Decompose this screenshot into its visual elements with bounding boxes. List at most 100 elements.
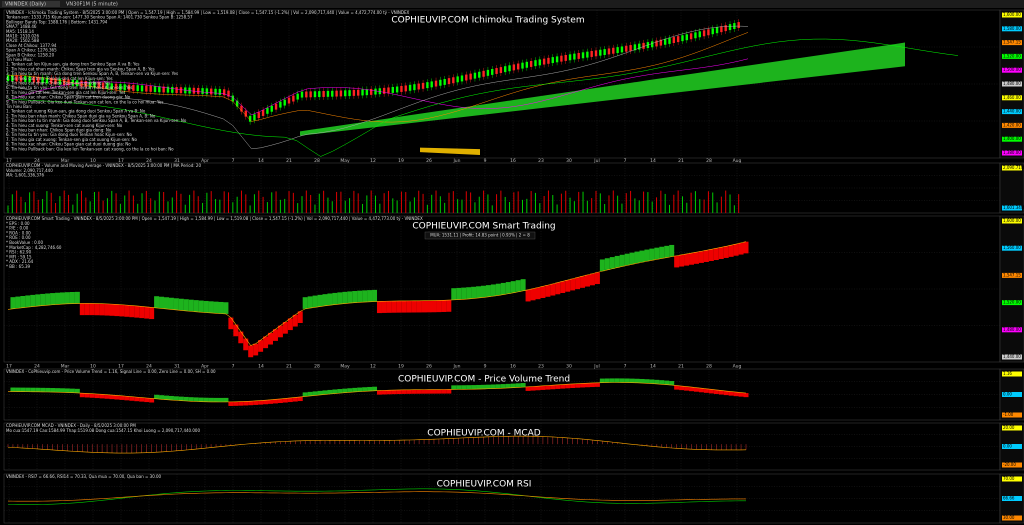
date-label: 10: [90, 364, 96, 370]
candle: [11, 75, 14, 82]
candle: [266, 107, 269, 114]
candle: [6, 75, 10, 82]
price-tag: [1002, 218, 1022, 224]
candle: [391, 87, 394, 93]
candle: [482, 70, 485, 77]
panel-title: COPHIEUVIP.COM - MCAD: [427, 429, 540, 439]
price-tag: [1002, 95, 1022, 101]
candle: [339, 90, 343, 97]
header-line: 6. Tin hieu tu tin yeu: Gia dong tren Te…: [6, 85, 132, 90]
price-label: 1,440.00: [1003, 354, 1021, 359]
candle: [344, 90, 347, 97]
candle: [365, 89, 369, 96]
candle: [573, 53, 576, 60]
price-label: 1,420.00: [1003, 122, 1021, 127]
header-line: MA20: 1502.588: [6, 38, 39, 43]
tab[interactable]: VNINDEX (Daily): [5, 2, 46, 8]
date-label: 17: [6, 364, 12, 370]
candle: [313, 91, 317, 98]
price-label: 30.00: [1003, 515, 1015, 520]
candle: [594, 50, 598, 57]
candle: [166, 86, 170, 93]
date-label: 7: [232, 364, 235, 370]
date-label: 24: [34, 158, 40, 164]
tab-active[interactable]: [2, 1, 60, 7]
candle: [603, 49, 606, 56]
candle: [612, 47, 615, 54]
candle: [516, 63, 520, 70]
candle: [581, 52, 585, 59]
candle: [84, 81, 88, 87]
candle: [547, 57, 550, 64]
indicator-line: [7, 491, 747, 502]
candle: [80, 80, 83, 87]
candle: [478, 71, 481, 78]
panel-title: COPHIEUVIP.COM Smart Trading: [412, 222, 555, 232]
date-label: Apr: [201, 364, 209, 370]
header-line: * ROE : 0.00: [6, 235, 31, 240]
date-label: 21: [678, 364, 684, 370]
price-tag: [1002, 425, 1022, 431]
candle: [32, 76, 36, 83]
date-label: 24: [146, 158, 152, 164]
candle: [97, 82, 100, 89]
date-label: 30: [566, 158, 572, 164]
date-label: Mar: [61, 364, 70, 370]
price-label: 1,460.00: [1003, 95, 1021, 100]
candle: [175, 87, 178, 93]
candle: [50, 77, 53, 84]
header-line: * EPS : 0.00: [6, 221, 30, 226]
candle: [63, 79, 66, 85]
price-tag: [1002, 515, 1022, 521]
candle: [352, 89, 356, 96]
date-label: 12: [370, 364, 376, 370]
candle: [67, 79, 70, 86]
price-label: -20.00: [1003, 462, 1016, 467]
date-label: 7: [624, 158, 627, 164]
price-label: 2,090.71M: [1003, 165, 1024, 170]
candle: [28, 76, 31, 83]
header-line: * BB : 65.39: [6, 264, 31, 269]
candle: [253, 114, 256, 121]
candle: [638, 43, 641, 50]
price-axis: [999, 215, 1024, 363]
candle: [283, 99, 286, 106]
date-label: Mar: [61, 158, 70, 164]
candle: [361, 89, 364, 96]
price-tag: [1002, 412, 1022, 418]
candle: [586, 51, 589, 58]
candle: [452, 77, 455, 84]
tab[interactable]: VN30F1M (5 minute): [66, 2, 118, 8]
note-box: [424, 231, 536, 240]
price-tag: [1002, 496, 1022, 501]
candle: [218, 89, 222, 95]
candle: [633, 44, 637, 51]
candle: [443, 78, 446, 85]
header-line: 4. Tin hieu cat tren: Tenkan-sen cat len…: [6, 76, 113, 81]
candle: [512, 64, 516, 71]
price-tag: [1002, 327, 1022, 333]
header-line: COPHIEUVIP.COM Smart Trading - VNINDEX -…: [6, 216, 423, 221]
candle: [676, 36, 680, 43]
date-label: 14: [650, 158, 656, 164]
candle: [326, 90, 330, 97]
price-tag: [1002, 109, 1022, 115]
candle: [434, 80, 438, 87]
header-line: 1. Tenkan cat len Kijun-san, gia dong tr…: [6, 62, 140, 67]
price-label: 1,560.00: [1003, 245, 1021, 250]
candle: [305, 91, 308, 98]
candle: [171, 86, 174, 93]
candle: [205, 88, 209, 95]
header-line: * P/E : 0.00: [6, 226, 29, 231]
candle: [37, 76, 40, 83]
candle: [248, 115, 252, 122]
candle: [590, 51, 593, 57]
candle: [473, 72, 477, 79]
price-tag: [1002, 300, 1022, 306]
price-tag: [1002, 354, 1022, 360]
date-label: 31: [174, 158, 180, 164]
header-line: Volume: 2,090,717,440: [6, 168, 53, 173]
date-label: 30: [566, 364, 572, 370]
header-line: SMA7: 1488.46: [6, 24, 37, 29]
date-label: 17: [6, 158, 12, 164]
